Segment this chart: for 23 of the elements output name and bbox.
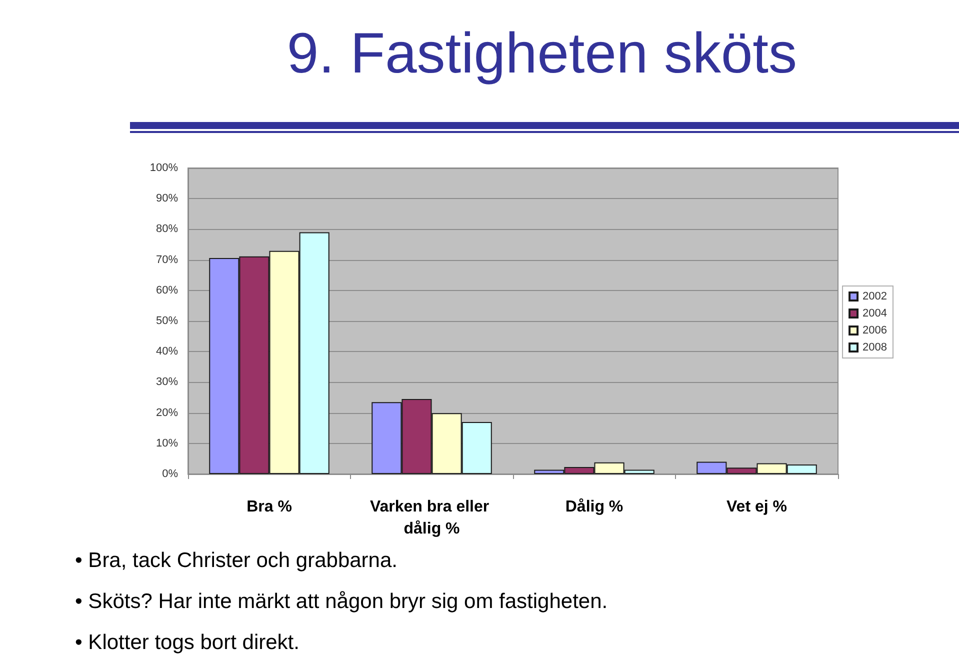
text: • Bra, tack Christer och grabbarna. xyxy=(75,548,398,574)
y-tick-label: 100% xyxy=(150,162,178,174)
y-tick-label: 70% xyxy=(156,254,178,266)
text: • Klotter togs bort direkt. xyxy=(75,630,300,656)
x-tick-label: Vet ej % xyxy=(726,498,787,516)
y-tick-label: 10% xyxy=(156,437,178,450)
x-tick-label: Bra % xyxy=(246,498,292,516)
legend-label: 2008 xyxy=(862,342,888,354)
x-tick-label: Varken bra eller dålig % xyxy=(370,498,494,538)
y-tick-label: 20% xyxy=(156,406,178,419)
y-tick-label: 50% xyxy=(156,315,178,327)
y-tick-label: 0% xyxy=(162,468,178,480)
chart-title: 9. Fastigheten sköts xyxy=(286,22,798,86)
legend-label: 2006 xyxy=(862,324,888,336)
y-tick-label: 40% xyxy=(156,346,178,358)
x-tick-label: Dålig % xyxy=(565,498,624,516)
text: • Sköts? Har inte märkt att någon bryr sig om fastigheten. xyxy=(75,589,608,615)
legend-label: 2002 xyxy=(862,290,888,302)
y-tick-label: 80% xyxy=(156,223,178,236)
y-tick-label: 60% xyxy=(156,284,178,296)
y-tick-label: 30% xyxy=(156,376,178,388)
legend-label: 2004 xyxy=(862,308,888,320)
y-tick-label: 90% xyxy=(156,192,178,205)
